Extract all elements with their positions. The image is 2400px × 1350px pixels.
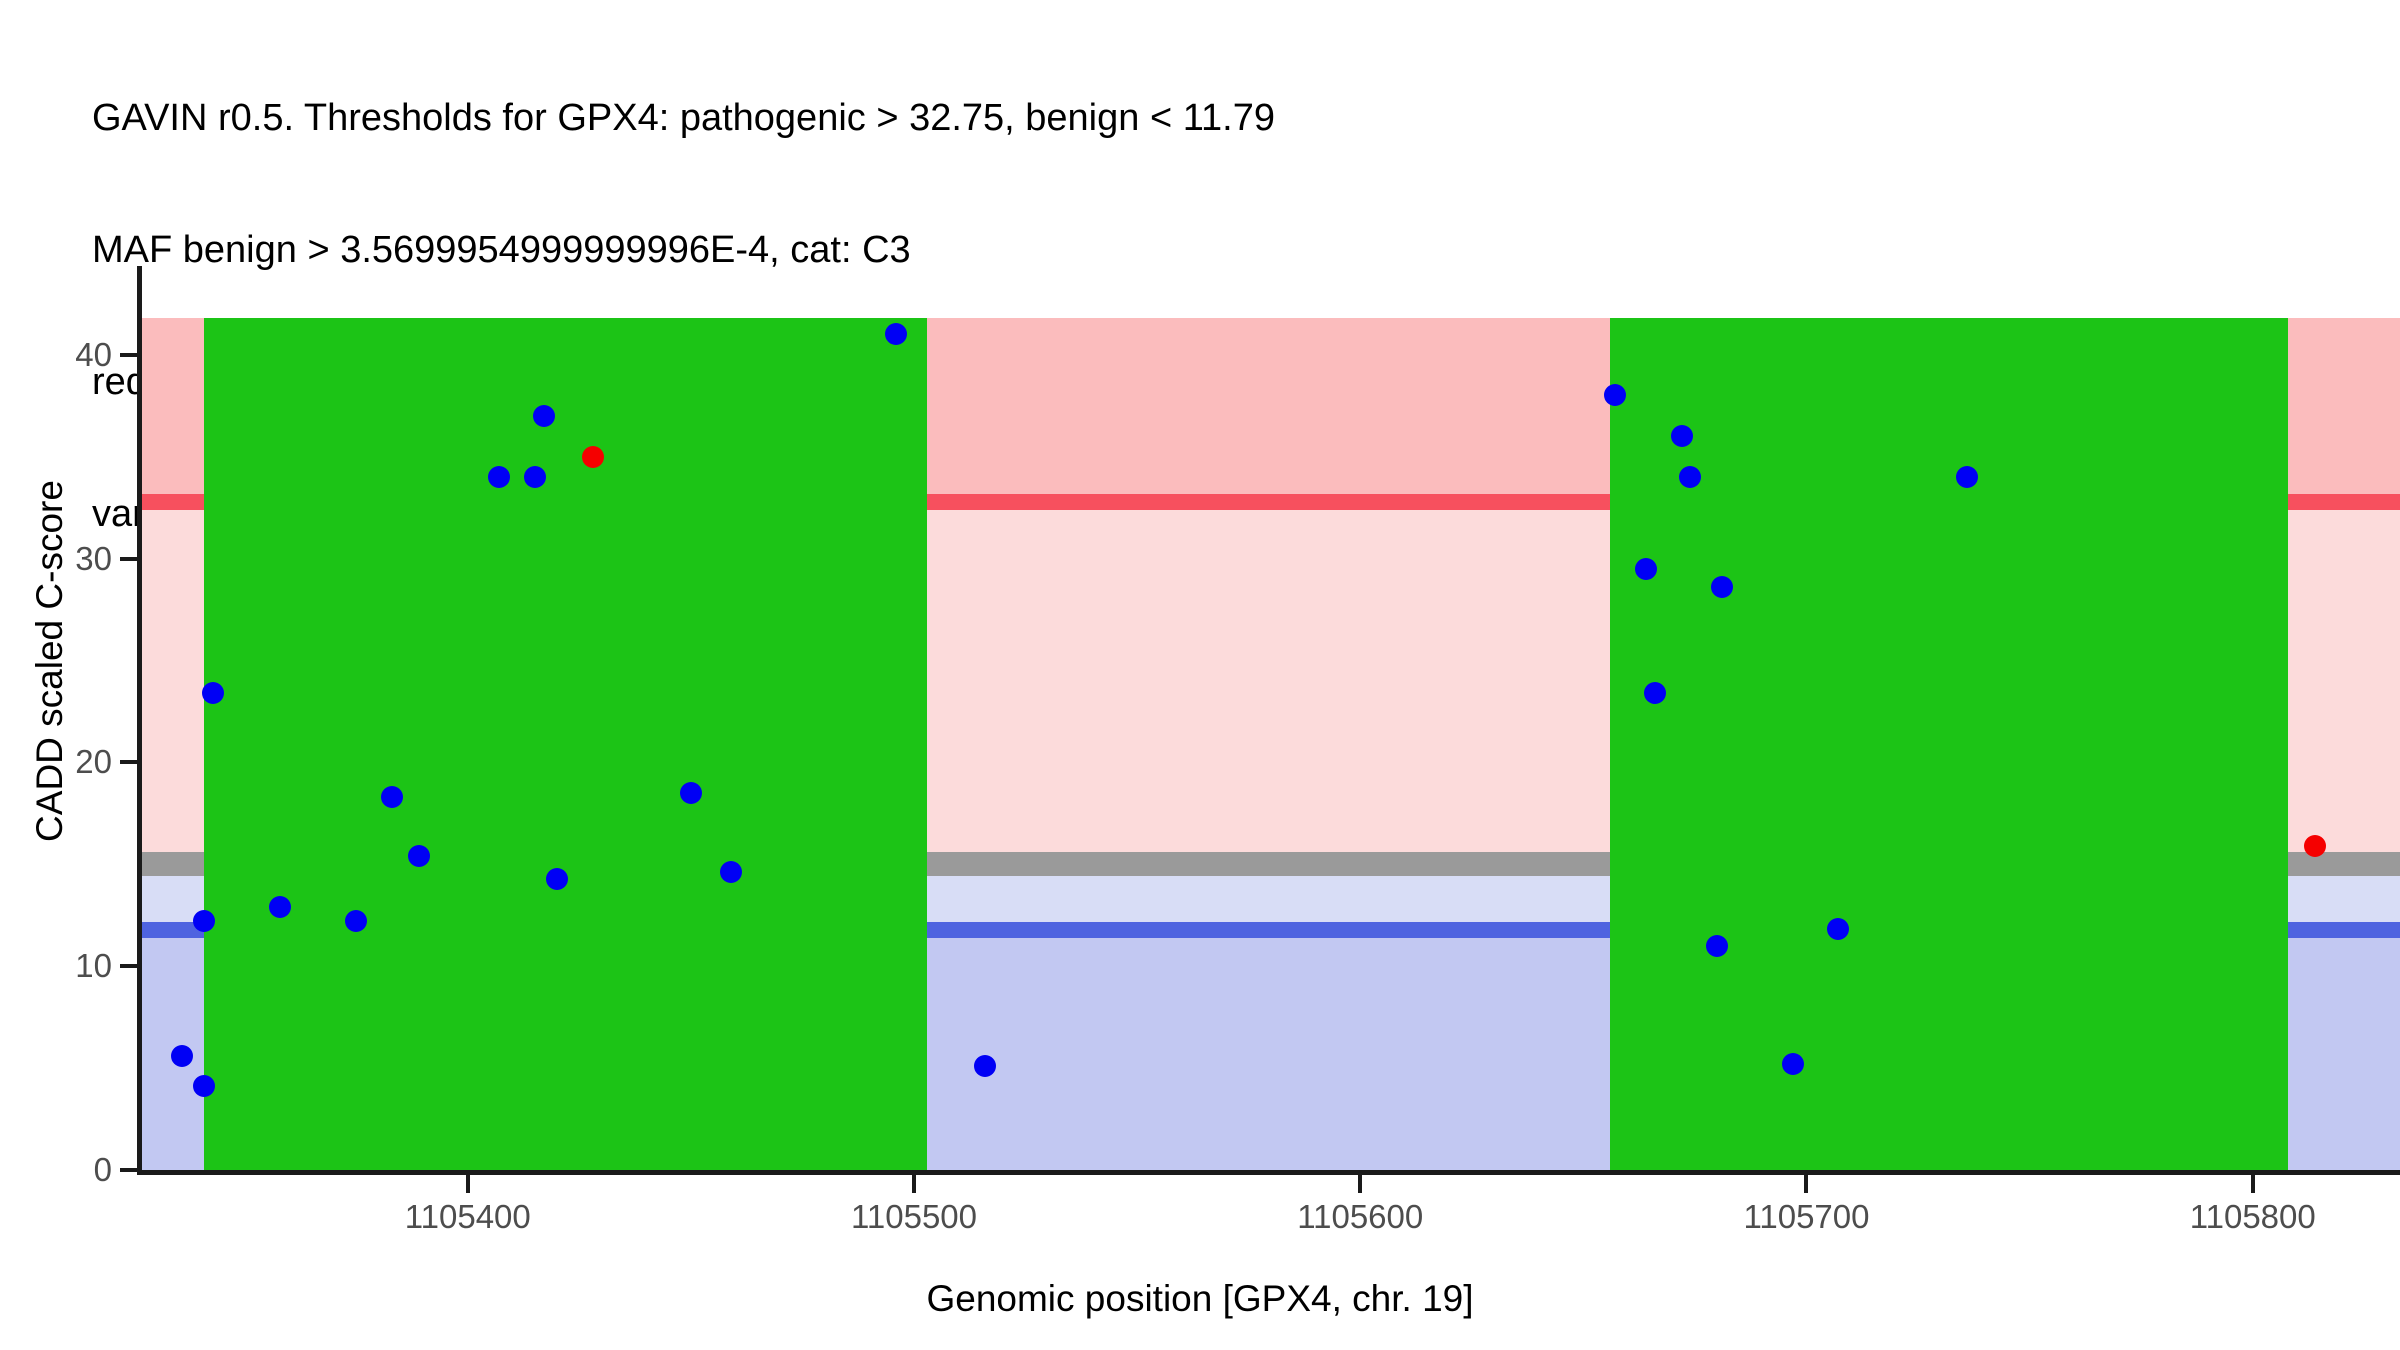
gnomad-variant-point	[193, 1075, 216, 1098]
plot-area	[142, 270, 2400, 1170]
caption-line-1: GAVIN r0.5. Thresholds for GPX4: pathoge…	[92, 97, 1275, 139]
gnomad-variant-point	[1956, 465, 1979, 488]
y-axis-tick	[120, 964, 138, 969]
plot-panel	[142, 270, 2400, 1170]
gnomad-variant-point	[974, 1055, 997, 1078]
gnomad-variant-point	[1679, 465, 1702, 488]
gnomad-variant-point	[202, 682, 225, 705]
y-axis-tick-label: 0	[93, 1151, 112, 1188]
gnomad-variant-point	[269, 896, 292, 919]
y-axis-tick-label: 20	[75, 743, 112, 781]
gnomad-variant-point	[171, 1044, 194, 1067]
x-axis-tick-label: 1105500	[850, 1198, 978, 1235]
refseq-exon-2	[1610, 318, 2289, 1170]
x-axis-line	[137, 1170, 2400, 1175]
y-axis-line	[137, 266, 142, 1174]
clinvar-variant-point	[581, 445, 604, 468]
x-axis-tick	[465, 1175, 470, 1193]
gnomad-variant-point	[720, 861, 743, 884]
refseq-exon-1	[204, 318, 928, 1170]
gnomad-variant-point	[193, 910, 216, 933]
gnomad-variant-point	[532, 404, 555, 427]
x-axis-tick	[2250, 1175, 2255, 1193]
x-axis-tick-label: 1105600	[1297, 1198, 1424, 1235]
y-axis-tick	[120, 1168, 138, 1172]
gnomad-variant-point	[380, 785, 403, 808]
gnomad-variant-point	[1706, 934, 1729, 957]
gnomad-variant-point	[679, 781, 702, 804]
gnomad-variant-point	[1710, 576, 1733, 599]
y-axis-tick-label: 30	[75, 539, 112, 577]
gnomad-variant-point	[407, 845, 430, 868]
gnomad-variant-point	[1670, 425, 1693, 448]
gnomad-variant-point	[885, 323, 908, 346]
x-axis-tick	[1804, 1175, 1809, 1193]
gnomad-variant-point	[546, 867, 568, 890]
y-axis-title: CADD scaled C-score	[29, 480, 70, 842]
x-axis-tick-label: 1105700	[1743, 1198, 1870, 1235]
gnomad-variant-point	[1782, 1053, 1805, 1075]
x-axis-tick-label: 1105400	[404, 1198, 531, 1235]
x-axis-tick	[1358, 1175, 1363, 1193]
gnomad-variant-point	[1634, 557, 1657, 580]
gnomad-variant-point	[1643, 682, 1666, 705]
gnomad-variant-point	[1826, 918, 1849, 941]
x-axis-tick-label: 1105800	[2189, 1198, 2316, 1235]
gnomad-variant-point	[487, 465, 510, 488]
gnomad-variant-point	[345, 910, 368, 933]
caption-line-2: MAF benign > 3.5699954999999996E-4, cat:…	[92, 229, 911, 271]
y-axis-tick	[120, 352, 138, 357]
gnomad-variant-point	[1603, 384, 1626, 407]
y-axis-tick	[120, 556, 138, 561]
y-axis-tick-label: 40	[75, 335, 112, 373]
clinvar-variant-point	[2304, 834, 2327, 857]
y-axis-tick	[120, 760, 138, 765]
y-axis-tick-label: 10	[75, 947, 112, 985]
x-axis-tick	[912, 1175, 916, 1193]
gnomad-variant-point	[523, 465, 546, 488]
x-axis-title: Genomic position [GPX4, chr. 19]	[926, 1278, 1474, 1319]
